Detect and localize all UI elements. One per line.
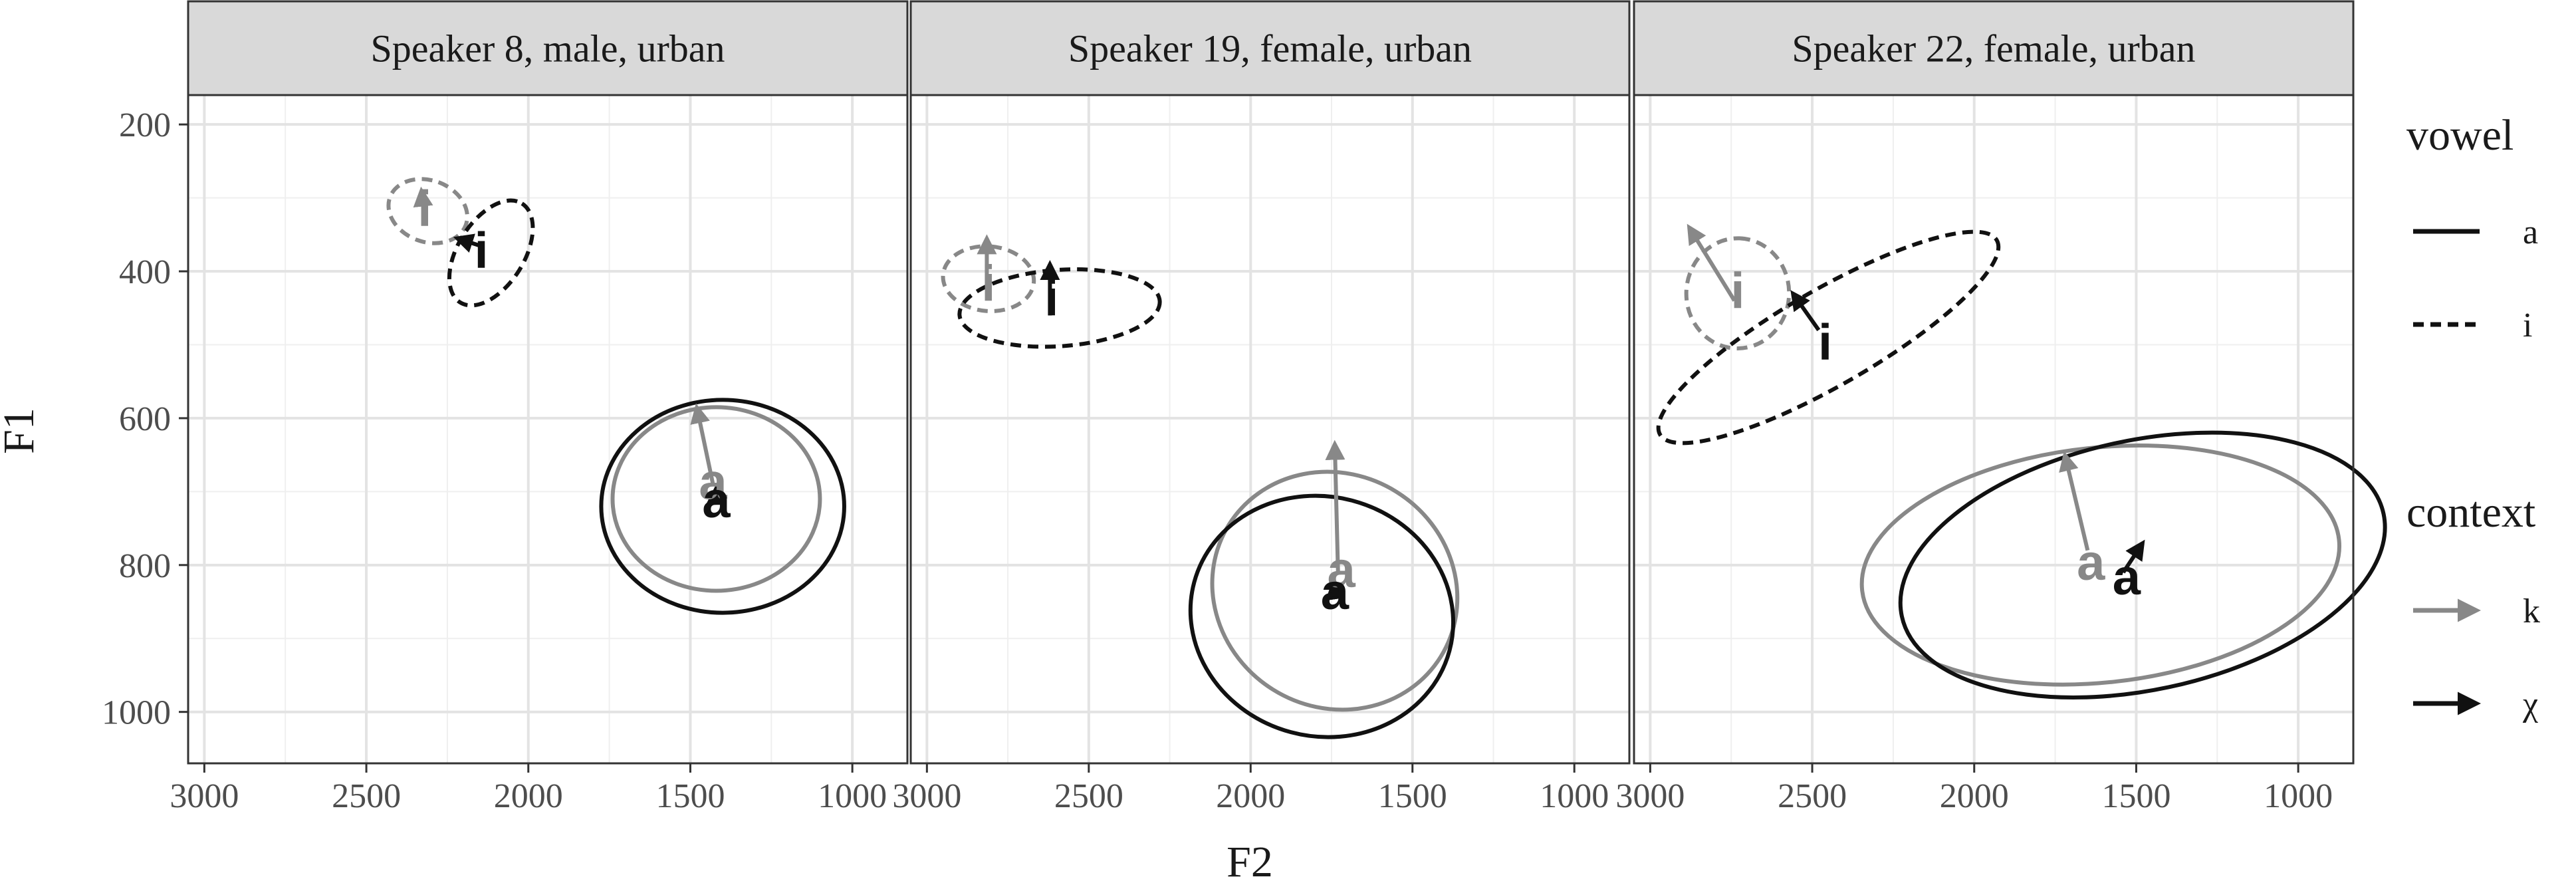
ellipse-a-chi	[599, 398, 846, 615]
y-tick-label: 600	[119, 400, 171, 438]
x-tick-label: 1500	[2101, 777, 2170, 815]
point-label-a-chi: a	[702, 472, 731, 529]
arrow-i-k	[413, 186, 433, 221]
panel-border	[1633, 94, 2355, 765]
panel-title: Speaker 8, male, urban	[370, 27, 725, 70]
ellipse-i-k	[1684, 236, 1792, 351]
panel-border	[187, 94, 909, 765]
legend-label-context-k: k	[2523, 592, 2540, 630]
panel-1: Speaker 8, male, urban ii aa 3000 2500 2000 15…	[102, 0, 909, 815]
x-tick-label: 2500	[332, 777, 401, 815]
y-tick-label: 400	[119, 253, 171, 291]
x-tick-label: 3000	[892, 777, 961, 815]
x-tick-label: 3000	[170, 777, 239, 815]
point-label-a-k: a	[2077, 535, 2105, 591]
x-tick-label: 1000	[818, 777, 887, 815]
arrow-a-k	[1325, 440, 1346, 572]
point-label-a-chi: a	[1321, 564, 1349, 620]
legend-label-context-chi: χ	[2522, 686, 2538, 723]
ellipse-i-chi	[447, 198, 535, 308]
x-tick-label: 2500	[1778, 777, 1847, 815]
x-tick-label: 1000	[1540, 777, 1609, 815]
point-label-i-k: i	[417, 180, 431, 237]
plot-background	[188, 95, 907, 763]
x-tick-label: 2500	[1054, 777, 1123, 815]
point-label-i-chi: i	[1818, 314, 1832, 370]
panel-title: Speaker 19, female, urban	[1068, 27, 1472, 70]
y-tick-label: 800	[119, 547, 171, 585]
legend-label-vowel-a: a	[2523, 213, 2538, 251]
point-label-a-k: a	[1327, 542, 1355, 598]
legend-title-vowel: vowel	[2406, 111, 2514, 160]
y-tick-label: 1000	[102, 694, 171, 732]
ellipse-a-k	[610, 405, 822, 593]
ellipse-i-chi	[957, 267, 1162, 349]
arrow-a-chi	[1326, 579, 1346, 601]
panel-title: Speaker 22, female, urban	[1792, 27, 2195, 70]
x-tick-label: 2000	[1940, 777, 2009, 815]
point-label-i-k: i	[1730, 263, 1744, 319]
panel-strip	[1633, 0, 2355, 96]
x-tick-label: 1500	[1378, 777, 1447, 815]
plot-background	[911, 95, 1629, 763]
x-tick-label: 2000	[1216, 777, 1285, 815]
x-tick-label: 3000	[1615, 777, 1685, 815]
arrow-a-chi	[2121, 539, 2145, 574]
y-axis-title: F1	[0, 408, 43, 454]
panel-strip	[187, 0, 909, 96]
point-label-i-k: i	[981, 255, 995, 312]
arrow-i-chi	[1790, 290, 1821, 332]
x-tick-label: 2000	[494, 777, 563, 815]
point-label-a-k: a	[699, 453, 727, 510]
point-label-i-chi: i	[1044, 270, 1058, 326]
x-axis-title: F2	[1227, 838, 1273, 885]
panel-2: Speaker 19, female, urban i i aa 3000 2500 200…	[892, 0, 1631, 815]
arrow-a-k	[2059, 451, 2090, 551]
point-label-a-chi: a	[2113, 549, 2141, 606]
legend-title-context: context	[2406, 488, 2535, 537]
arrow-a-k	[690, 403, 715, 485]
point-label-i-chi: i	[475, 222, 489, 279]
x-tick-label: 1500	[655, 777, 725, 815]
panel-strip	[909, 0, 1631, 96]
ellipse-a-chi	[1898, 430, 2387, 699]
legend-label-vowel-i: i	[2523, 307, 2532, 344]
legend: vowel a i context k χ	[2406, 111, 2540, 723]
ellipse-a-chi	[1188, 493, 1456, 739]
arrow-i-chi	[453, 233, 481, 253]
y-tick-label: 200	[119, 106, 171, 144]
x-tick-label: 1000	[2264, 777, 2333, 815]
panel-border	[909, 94, 1631, 765]
panel-3: Speaker 22, female, urban i i a a 3000 2500 200…	[1615, 0, 2387, 815]
arrow-i-k	[1687, 223, 1736, 302]
